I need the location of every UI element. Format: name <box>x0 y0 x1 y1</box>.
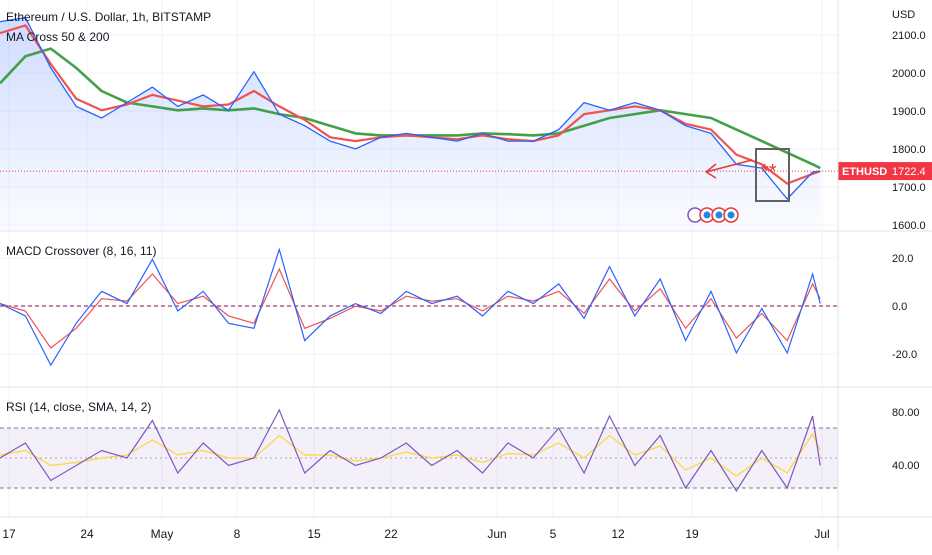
time-axis-tick: 15 <box>307 527 321 541</box>
time-axis-tick: 5 <box>550 527 557 541</box>
price-area <box>0 17 821 231</box>
price-badge-symbol: ETHUSD <box>842 166 887 178</box>
price-axis-tick: 2000.0 <box>892 68 926 80</box>
price-badge-value: 1722.4 <box>892 166 926 178</box>
ma-50-line <box>0 24 821 185</box>
macd-axis-tick: -20.0 <box>892 349 917 361</box>
time-axis-tick: Jul <box>814 527 829 541</box>
ma-indicator-label[interactable]: MA Cross 50 & 200 <box>6 30 110 44</box>
macd-axis-tick: 20.0 <box>892 253 913 265</box>
time-axis-tick: 12 <box>611 527 625 541</box>
chart-title: Ethereum / U.S. Dollar, 1h, BITSTAMP <box>6 10 212 24</box>
rsi-axis-tick: 40.00 <box>892 460 920 472</box>
flag-icon-center <box>715 211 723 219</box>
macd-line <box>0 247 821 367</box>
annotation-marker: ** <box>761 161 777 183</box>
annotation-box <box>755 148 790 202</box>
time-axis-tick: 22 <box>384 527 398 541</box>
currency-label: USD <box>892 9 916 21</box>
annotation-arrow <box>705 159 753 173</box>
flag-icon-center <box>703 211 711 219</box>
price-axis-tick: 1900.0 <box>892 106 926 118</box>
rsi-band <box>0 428 838 488</box>
price-axis-tick: 2100.0 <box>892 30 926 42</box>
rsi-line <box>0 408 821 493</box>
macd-pane-title[interactable]: MACD Crossover (8, 16, 11) <box>6 244 157 258</box>
annotation-arrow-head <box>705 163 717 179</box>
time-axis-tick: Jun <box>487 527 506 541</box>
time-axis-tick: 24 <box>80 527 94 541</box>
rsi-axis-tick: 80.00 <box>892 407 920 419</box>
time-axis-tick: 8 <box>234 527 241 541</box>
macd-axis-tick: 0.0 <box>892 301 907 313</box>
price-axis-tick: 1600.0 <box>892 220 926 232</box>
price-axis-tick: 1700.0 <box>892 182 926 194</box>
flag-icon-center <box>727 211 735 219</box>
macd-signal-line <box>0 267 821 349</box>
time-axis-tick: May <box>151 527 174 541</box>
time-axis-tick: 17 <box>2 527 16 541</box>
price-badge <box>838 162 932 181</box>
time-axis-tick: 19 <box>685 527 699 541</box>
rsi-pane-title[interactable]: RSI (14, close, SMA, 14, 2) <box>6 400 152 414</box>
price-line <box>0 17 821 200</box>
price-axis-tick: 1800.0 <box>892 144 926 156</box>
